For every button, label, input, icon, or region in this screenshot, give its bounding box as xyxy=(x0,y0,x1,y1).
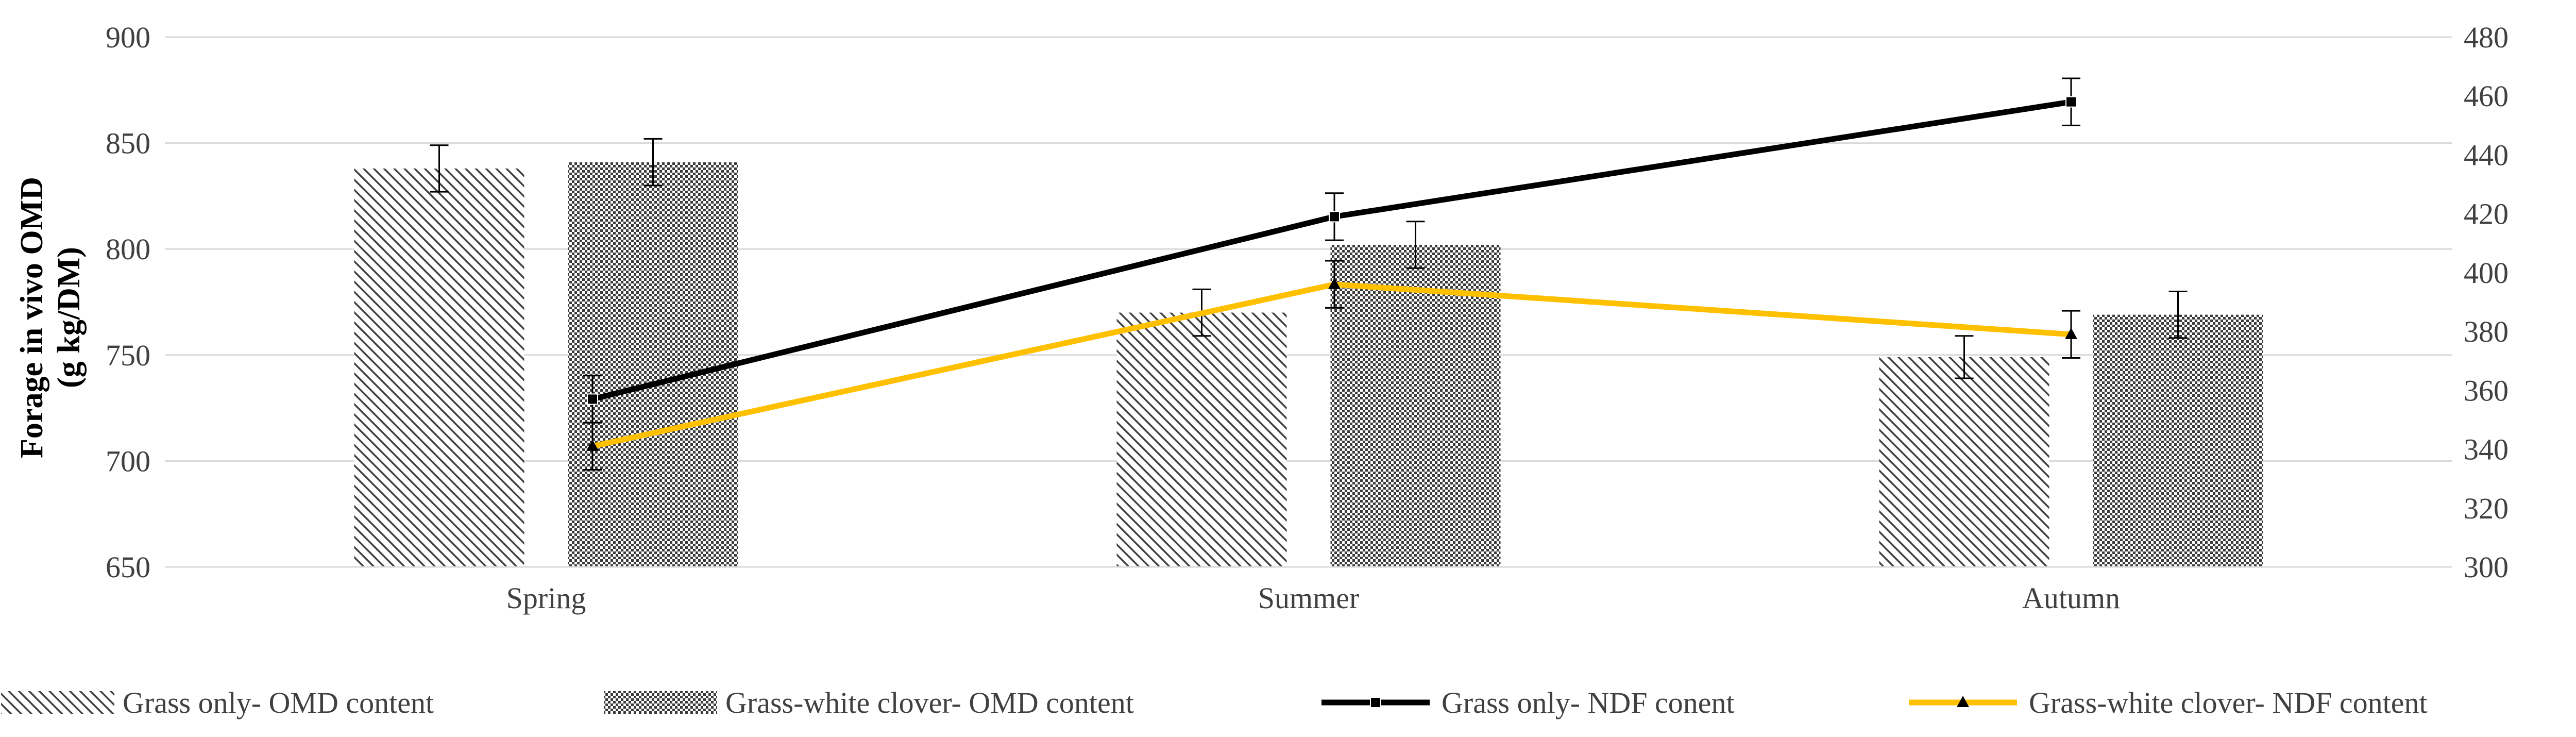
legend: Grass only- OMD content Grass-white clove… xyxy=(1,686,2428,719)
axes-group: 650 700 750 800 850 900 300 320 340 360 380 400 420 4… xyxy=(14,21,2509,615)
line-series-group xyxy=(583,77,2080,471)
y-left-tick-label: 850 xyxy=(106,127,150,160)
data-point xyxy=(587,393,598,405)
legend-label: Grass only- OMD content xyxy=(123,686,434,719)
bar xyxy=(1879,357,2049,567)
y-left-tick-label: 700 xyxy=(106,444,150,478)
y-left-tick-label: 750 xyxy=(106,339,150,372)
y-left-axis-title-line2: (g kg/DM) xyxy=(52,247,87,388)
y-right-tick-label: 380 xyxy=(2464,315,2509,348)
data-point xyxy=(2065,96,2077,108)
y-right-tick-label: 440 xyxy=(2464,138,2509,172)
y-right-tick-label: 460 xyxy=(2464,79,2509,113)
legend-swatch xyxy=(1,691,114,714)
x-tick-label: Autumn xyxy=(2022,581,2120,615)
bar xyxy=(568,162,738,567)
legend-label: Grass only- NDF conent xyxy=(1442,686,1735,719)
x-tick-label: Summer xyxy=(1258,581,1360,615)
y-right-tick-label: 340 xyxy=(2464,433,2509,466)
bar xyxy=(354,168,524,567)
data-point xyxy=(1328,277,1341,289)
y-right-tick-label: 300 xyxy=(2464,550,2509,584)
data-point xyxy=(2065,327,2077,339)
legend-label: Grass-white clover- OMD content xyxy=(725,686,1134,719)
y-left-tick-label: 650 xyxy=(106,550,150,584)
legend-marker xyxy=(1957,696,1969,707)
bar xyxy=(1116,312,1287,567)
y-right-tick-label: 400 xyxy=(2464,256,2509,290)
x-tick-label: Spring xyxy=(506,581,586,615)
legend-swatch xyxy=(604,691,717,714)
y-left-tick-label: 900 xyxy=(106,21,150,54)
data-point xyxy=(586,439,599,451)
legend-label: Grass-white clover- NDF content xyxy=(2029,686,2428,719)
bar-series-group xyxy=(354,138,2263,567)
y-right-tick-label: 320 xyxy=(2464,492,2509,525)
y-left-tick-label: 800 xyxy=(106,232,150,266)
data-point xyxy=(1329,211,1340,223)
y-left-axis-title-line1: Forage in vivo OMD xyxy=(14,177,49,458)
y-right-tick-label: 420 xyxy=(2464,197,2509,231)
y-left-axis-title: Forage in vivo OMD(g kg/DM) xyxy=(14,177,87,458)
legend-marker xyxy=(1370,697,1381,708)
y-right-tick-label: 360 xyxy=(2464,374,2509,407)
bar xyxy=(1330,244,1501,567)
bar xyxy=(2093,314,2263,567)
y-right-tick-label: 480 xyxy=(2464,21,2509,54)
